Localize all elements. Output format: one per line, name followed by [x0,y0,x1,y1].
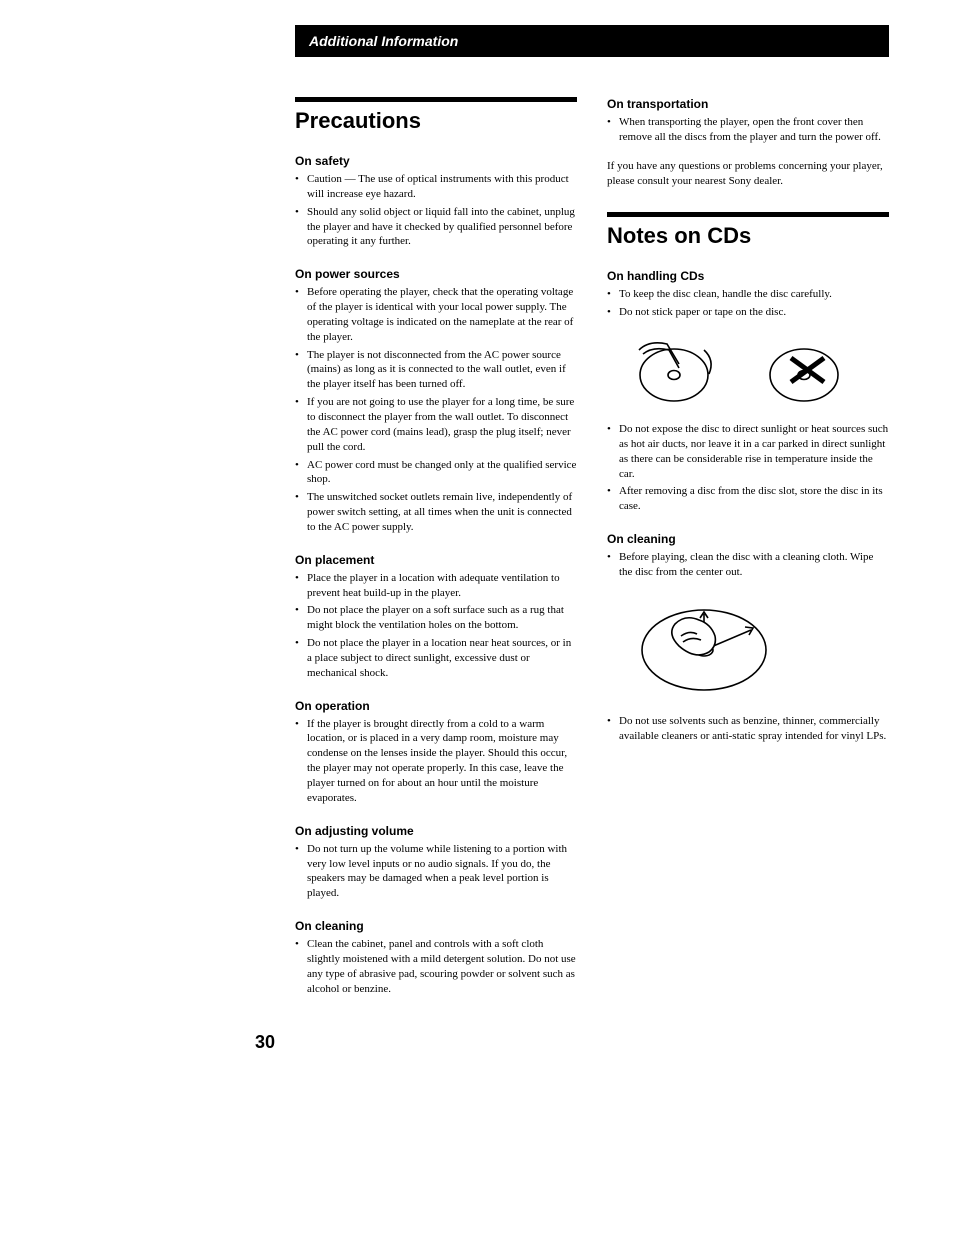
bullet-list: Do not turn up the volume while listenin… [295,842,577,901]
bullet-item: Before playing, clean the disc with a cl… [607,550,889,580]
content-columns: Precautions On safety Caution — The use … [295,97,889,1002]
bullet-item: The player is not disconnected from the … [295,348,577,393]
subheading: On adjusting volume [295,824,577,838]
bullet-item: If the player is brought directly from a… [295,717,577,806]
section-rule [295,97,577,102]
bullet-item: Before operating the player, check that … [295,285,577,344]
bullet-list: To keep the disc clean, handle the disc … [607,287,889,320]
page-number: 30 [255,1032,909,1053]
bullet-item: Do not place the player in a location ne… [295,636,577,681]
subheading: On transportation [607,97,889,111]
bullet-list: Before playing, clean the disc with a cl… [607,550,889,580]
disc-handling-illustration [619,330,889,408]
bullet-list: If the player is brought directly from a… [295,717,577,806]
subheading: On cleaning [295,919,577,933]
bullet-item: Should any solid object or liquid fall i… [295,205,577,250]
subheading: On cleaning [607,532,889,546]
right-column: On transportation When transporting the … [607,97,889,1002]
bullet-list: When transporting the player, open the f… [607,115,889,145]
bullet-item: Do not stick paper or tape on the disc. [607,305,889,320]
bullet-item: When transporting the player, open the f… [607,115,889,145]
bullet-item: Do not turn up the volume while listenin… [295,842,577,901]
subheading: On placement [295,553,577,567]
bullet-item: If you are not going to use the player f… [295,395,577,454]
bullet-list: Do not use solvents such as benzine, thi… [607,714,889,744]
bullet-item: The unswitched socket outlets remain liv… [295,490,577,535]
bullet-list: Place the player in a location with adeq… [295,571,577,681]
disc-wipe-illustration [619,590,889,700]
chapter-header: Additional Information [295,25,889,57]
bullet-item: Clean the cabinet, panel and controls wi… [295,937,577,996]
subheading: On handling CDs [607,269,889,283]
bullet-list: Before operating the player, check that … [295,285,577,535]
notes-on-cds-heading: Notes on CDs [607,223,889,249]
section-rule [607,212,889,217]
subheading: On operation [295,699,577,713]
bullet-item: Caution — The use of optical instruments… [295,172,577,202]
bullet-item: Do not expose the disc to direct sunligh… [607,422,889,481]
bullet-list: Do not expose the disc to direct sunligh… [607,422,889,514]
subheading: On safety [295,154,577,168]
bullet-item: AC power cord must be changed only at th… [295,458,577,488]
left-column: Precautions On safety Caution — The use … [295,97,577,1002]
bullet-item: Do not use solvents such as benzine, thi… [607,714,889,744]
precautions-heading: Precautions [295,108,577,134]
bullet-list: Caution — The use of optical instruments… [295,172,577,249]
subheading: On power sources [295,267,577,281]
bullet-item: Place the player in a location with adeq… [295,571,577,601]
bullet-item: To keep the disc clean, handle the disc … [607,287,889,302]
bullet-item: Do not place the player on a soft surfac… [295,603,577,633]
bullet-list: Clean the cabinet, panel and controls wi… [295,937,577,996]
bullet-item: After removing a disc from the disc slot… [607,484,889,514]
closing-paragraph: If you have any questions or problems co… [607,159,889,189]
chapter-title: Additional Information [309,33,579,49]
